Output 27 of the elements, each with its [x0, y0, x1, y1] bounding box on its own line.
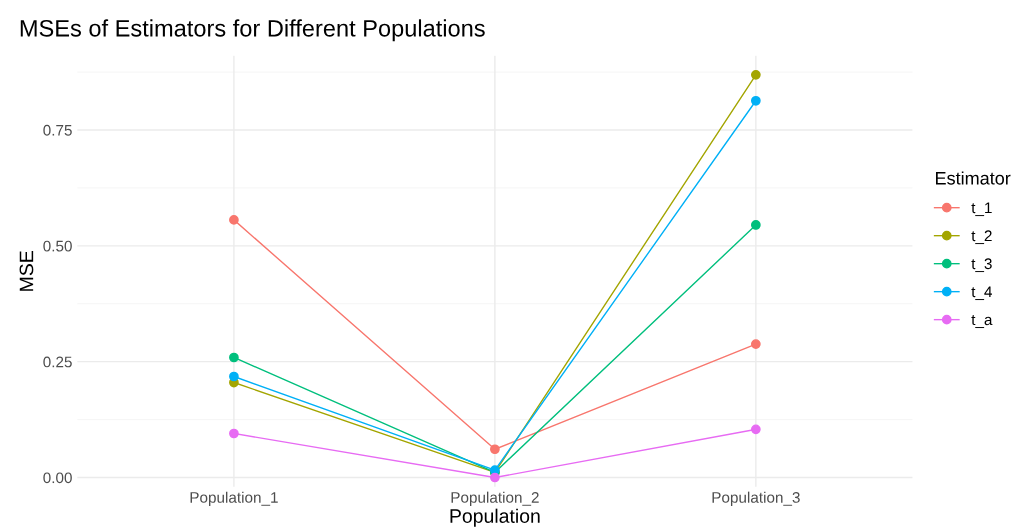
point	[229, 352, 239, 363]
legend-title: Estimator	[936, 171, 1011, 185]
legend-label: t_1	[971, 202, 992, 217]
point	[490, 472, 500, 483]
y-axis-title: MSE	[19, 251, 34, 291]
point	[490, 444, 500, 455]
y-tick-label: 0.75	[43, 124, 72, 136]
point	[750, 424, 761, 435]
x-tick-label: Population_3	[712, 491, 800, 506]
point	[750, 220, 761, 230]
y-tick-label: 0.50	[43, 240, 72, 252]
chart-title: MSEs of Estimators for Different Populations	[20, 19, 485, 42]
legend-label: t_2	[971, 230, 992, 245]
x-tick-label: Population_1	[190, 491, 278, 506]
x-axis-title: Population	[450, 508, 540, 527]
point	[229, 371, 239, 382]
x-tick-label: Population_2	[451, 491, 539, 506]
legend-label: t_a	[971, 315, 993, 329]
legend-label: t_3	[971, 258, 992, 273]
point	[750, 95, 761, 106]
y-tick-label: 0.00	[43, 472, 72, 484]
point	[229, 428, 239, 439]
legend-label: t_4	[971, 286, 992, 301]
y-tick-label: 0.25	[43, 356, 72, 368]
point	[229, 215, 239, 225]
point	[750, 69, 761, 80]
point	[750, 339, 761, 349]
